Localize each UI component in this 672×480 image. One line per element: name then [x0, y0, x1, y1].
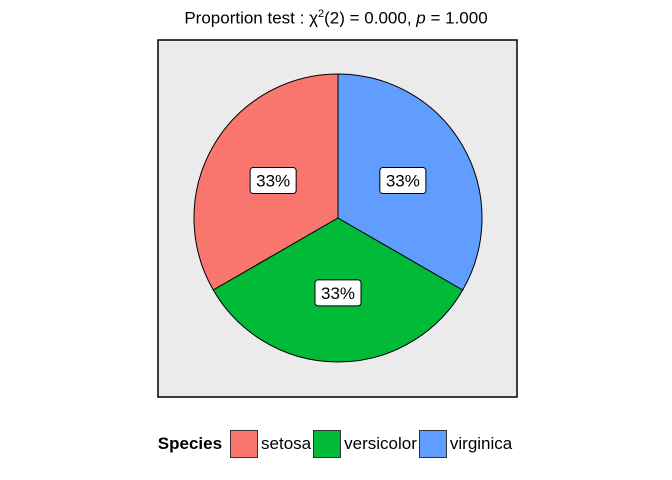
pie-label-box — [249, 167, 297, 195]
title-suffix: = 1.000 — [425, 8, 488, 28]
pie-label-text: 33% — [386, 172, 420, 191]
legend-swatch — [313, 430, 342, 458]
title-p: p — [416, 8, 426, 28]
legend-item-setosa: setosa — [230, 430, 311, 458]
pie-label-text: 33% — [256, 172, 290, 191]
chart-title: Proportion test : χ2(2) = 0.000, p = 1.0… — [0, 8, 672, 29]
pie-labels: 33% 33% 33% — [249, 167, 427, 307]
title-chi-superscript: 2 — [318, 8, 325, 20]
legend-swatch — [418, 430, 447, 458]
pie-label-box — [314, 279, 362, 307]
legend-label: versicolor — [344, 434, 417, 453]
legend-item-virginica: virginica — [418, 430, 513, 458]
legend: Species setosa versicolor virginica — [0, 430, 672, 458]
pie-label-setosa: 33% — [249, 167, 297, 195]
title-middle: (2) = 0.000, — [324, 8, 417, 28]
pie-label-virginica: 33% — [379, 167, 427, 195]
title-prefix: Proportion test : — [184, 8, 310, 28]
legend-swatch — [230, 430, 259, 458]
legend-title: Species — [157, 434, 223, 453]
pie-label-box — [379, 167, 427, 195]
legend-items: setosa versicolor virginica — [230, 430, 514, 458]
pie-slices — [193, 73, 483, 363]
pie-label-text: 33% — [321, 284, 355, 303]
pie-label-versicolor: 33% — [314, 279, 362, 307]
legend-label: setosa — [261, 434, 312, 453]
legend-item-versicolor: versicolor — [313, 430, 417, 458]
legend-label: virginica — [449, 434, 513, 453]
title-chi: χ — [309, 8, 318, 28]
